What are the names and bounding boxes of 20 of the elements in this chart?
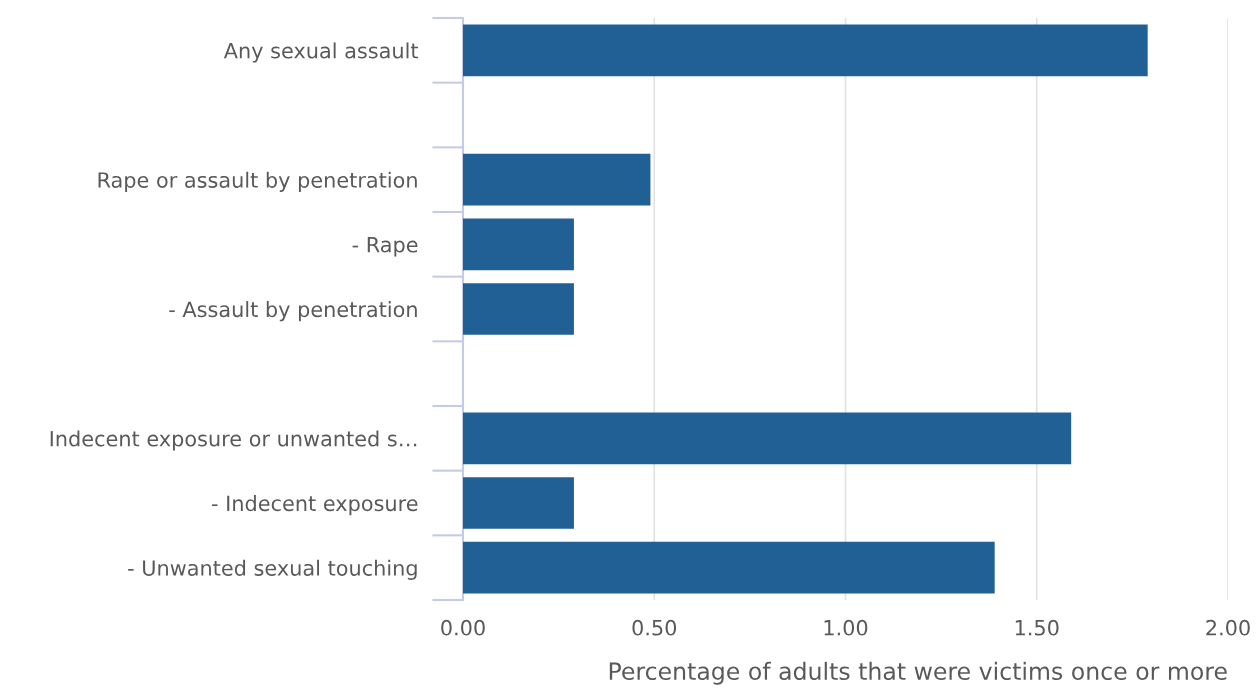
bar [463, 283, 574, 335]
bar [463, 24, 1148, 77]
bar [463, 477, 574, 529]
bar [463, 218, 574, 271]
y-tick-label: Any sexual assault [223, 42, 419, 63]
x-axis-title: Percentage of adults that were victims once or more [609, 661, 1227, 685]
x-tick-label: 0.00 [441, 619, 485, 636]
bar [463, 412, 1072, 465]
x-tick-label: 1.50 [1015, 619, 1059, 636]
x-tick-label: 1.00 [824, 619, 868, 636]
x-tick-label: 2.00 [1206, 619, 1250, 636]
y-tick-label: Indecent exposure or unwanted s… [50, 430, 417, 451]
y-tick-label: - Indecent exposure [212, 495, 418, 516]
bar [463, 541, 995, 594]
x-tick-label: 0.50 [632, 619, 677, 636]
y-tick-label: - Unwanted sexual touching [128, 559, 417, 580]
y-tick-label: - Assault by penetration [169, 301, 417, 322]
y-tick-label: Rape or assault by penetration [98, 171, 417, 192]
bar [463, 153, 651, 206]
y-tick-label: - Rape [352, 237, 418, 257]
